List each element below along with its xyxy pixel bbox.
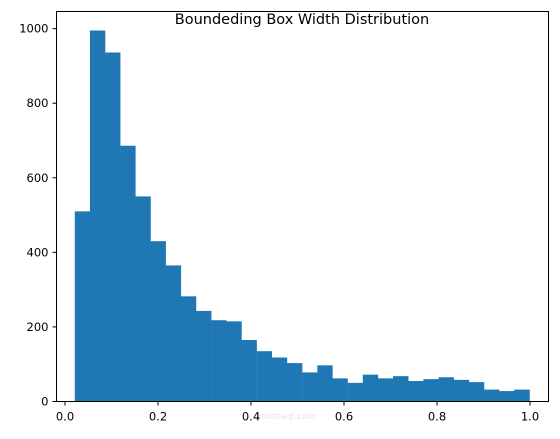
x-tick-label: 0.8 [428, 410, 446, 424]
histogram-bar [286, 363, 303, 402]
bars-group [74, 30, 530, 402]
histogram-bar [226, 321, 242, 402]
histogram-bar [317, 365, 333, 402]
y-tick-label: 800 [27, 96, 49, 110]
histogram-bar [196, 310, 212, 402]
x-tick-label: 0.2 [149, 410, 167, 424]
histogram-bar [393, 376, 409, 402]
histogram-bar [241, 339, 257, 402]
x-axis: 0.0 0.2 0.4 0.6 0.8 1.0 [56, 401, 539, 424]
histogram-bar [74, 211, 91, 402]
x-tick-label: 1.0 [521, 410, 539, 424]
y-tick-label: 0 [41, 395, 48, 409]
histogram-bar [362, 374, 379, 402]
histogram-bar [180, 296, 197, 402]
histogram-bar [271, 357, 288, 402]
histogram-bar [423, 379, 439, 402]
y-tick-label: 1000 [19, 22, 48, 36]
histogram-bar [377, 378, 394, 402]
y-tick-label: 400 [27, 245, 49, 259]
histogram-bar [468, 382, 485, 402]
histogram-bar [89, 30, 106, 402]
histogram-bar [150, 241, 166, 402]
axes-frame [56, 11, 549, 402]
chart-title: Boundeding Box Width Distribution [175, 12, 429, 28]
y-tick-label: 600 [27, 171, 49, 185]
x-tick-label: 0.4 [242, 410, 260, 424]
y-tick-label: 200 [27, 320, 49, 334]
watermark-logo: mostaql.com [258, 412, 316, 422]
x-tick-label: 0.6 [335, 410, 353, 424]
histogram-bar [453, 379, 470, 402]
histogram-bar [302, 372, 318, 402]
histogram-bar [347, 382, 363, 402]
histogram-bar [514, 389, 530, 402]
histogram-bar [105, 52, 121, 402]
histogram-bar [135, 196, 151, 402]
x-tick-label: 0.0 [56, 410, 74, 424]
histogram-bar [438, 377, 454, 402]
histogram-bar [484, 389, 500, 402]
histogram-bar [332, 378, 348, 402]
histogram-bar [499, 391, 515, 402]
histogram-bar [256, 351, 273, 402]
histogram-bar [120, 145, 136, 402]
histogram-bar [165, 265, 182, 402]
y-axis: 0 200 400 600 800 1000 [19, 22, 57, 409]
histogram-bar [211, 320, 227, 402]
histogram-bar [408, 380, 424, 402]
watermark-text: mostaql.com [258, 412, 316, 422]
